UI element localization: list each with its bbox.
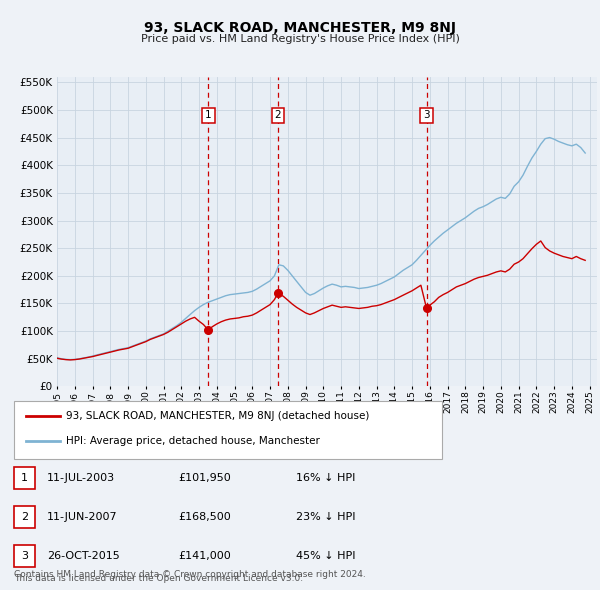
- Text: 93, SLACK ROAD, MANCHESTER, M9 8NJ (detached house): 93, SLACK ROAD, MANCHESTER, M9 8NJ (deta…: [66, 411, 370, 421]
- Bar: [14, 401, 442, 459]
- Text: £101,950: £101,950: [178, 473, 231, 483]
- Text: This data is licensed under the Open Government Licence v3.0.: This data is licensed under the Open Gov…: [14, 574, 303, 583]
- Text: HPI: Average price, detached house, Manchester: HPI: Average price, detached house, Manc…: [66, 437, 320, 446]
- Text: 2: 2: [21, 512, 28, 522]
- Bar: [14, 467, 35, 489]
- Text: Price paid vs. HM Land Registry's House Price Index (HPI): Price paid vs. HM Land Registry's House …: [140, 34, 460, 44]
- Bar: [14, 506, 35, 528]
- Text: 2: 2: [275, 110, 281, 120]
- Bar: [14, 545, 35, 567]
- Text: £168,500: £168,500: [178, 512, 231, 522]
- Text: 3: 3: [423, 110, 430, 120]
- Text: 23% ↓ HPI: 23% ↓ HPI: [296, 512, 356, 522]
- Text: 1: 1: [205, 110, 212, 120]
- Text: 11-JUN-2007: 11-JUN-2007: [47, 512, 118, 522]
- Text: 26-OCT-2015: 26-OCT-2015: [47, 551, 120, 561]
- Text: 3: 3: [21, 551, 28, 561]
- Text: 93, SLACK ROAD, MANCHESTER, M9 8NJ: 93, SLACK ROAD, MANCHESTER, M9 8NJ: [144, 21, 456, 35]
- Text: 16% ↓ HPI: 16% ↓ HPI: [296, 473, 355, 483]
- Text: £141,000: £141,000: [178, 551, 231, 561]
- Text: Contains HM Land Registry data © Crown copyright and database right 2024.: Contains HM Land Registry data © Crown c…: [14, 569, 365, 579]
- Text: 1: 1: [21, 473, 28, 483]
- Text: 11-JUL-2003: 11-JUL-2003: [47, 473, 115, 483]
- Text: 45% ↓ HPI: 45% ↓ HPI: [296, 551, 356, 561]
